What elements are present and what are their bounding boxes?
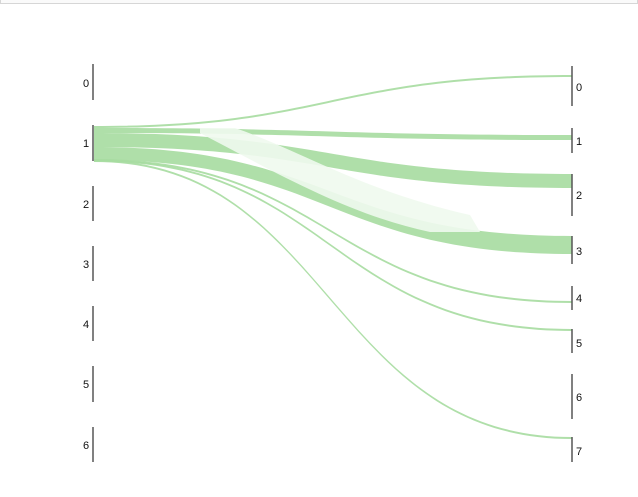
flow-1-to-0[interactable]: [94, 75, 572, 128]
flows: [94, 75, 572, 439]
right-node-2-label: 2: [576, 190, 582, 202]
left-node-2-label: 2: [83, 199, 89, 211]
left-node-5-label: 5: [83, 379, 89, 391]
right-node-4-label: 4: [576, 293, 582, 305]
left-node-4-label: 4: [83, 319, 89, 331]
left-node-1-label: 1: [83, 138, 89, 150]
right-node-7-label: 7: [576, 446, 582, 458]
right-node-1-label: 1: [576, 136, 582, 148]
flow-1-to-2[interactable]: [94, 133, 572, 188]
left-node-3-label: 3: [83, 259, 89, 271]
left-axis: 0 1 2 3 4 5 6: [83, 64, 94, 462]
flow-highlight: [200, 128, 480, 232]
right-axis: 0 1 2 3 4 5 6 7: [571, 66, 582, 462]
right-node-3-label: 3: [576, 246, 582, 258]
left-node-0-label: 0: [83, 78, 89, 90]
right-node-0-label: 0: [576, 82, 582, 94]
right-node-5-label: 5: [576, 338, 582, 350]
left-node-6-label: 6: [83, 440, 89, 452]
right-node-6-label: 6: [576, 392, 582, 404]
